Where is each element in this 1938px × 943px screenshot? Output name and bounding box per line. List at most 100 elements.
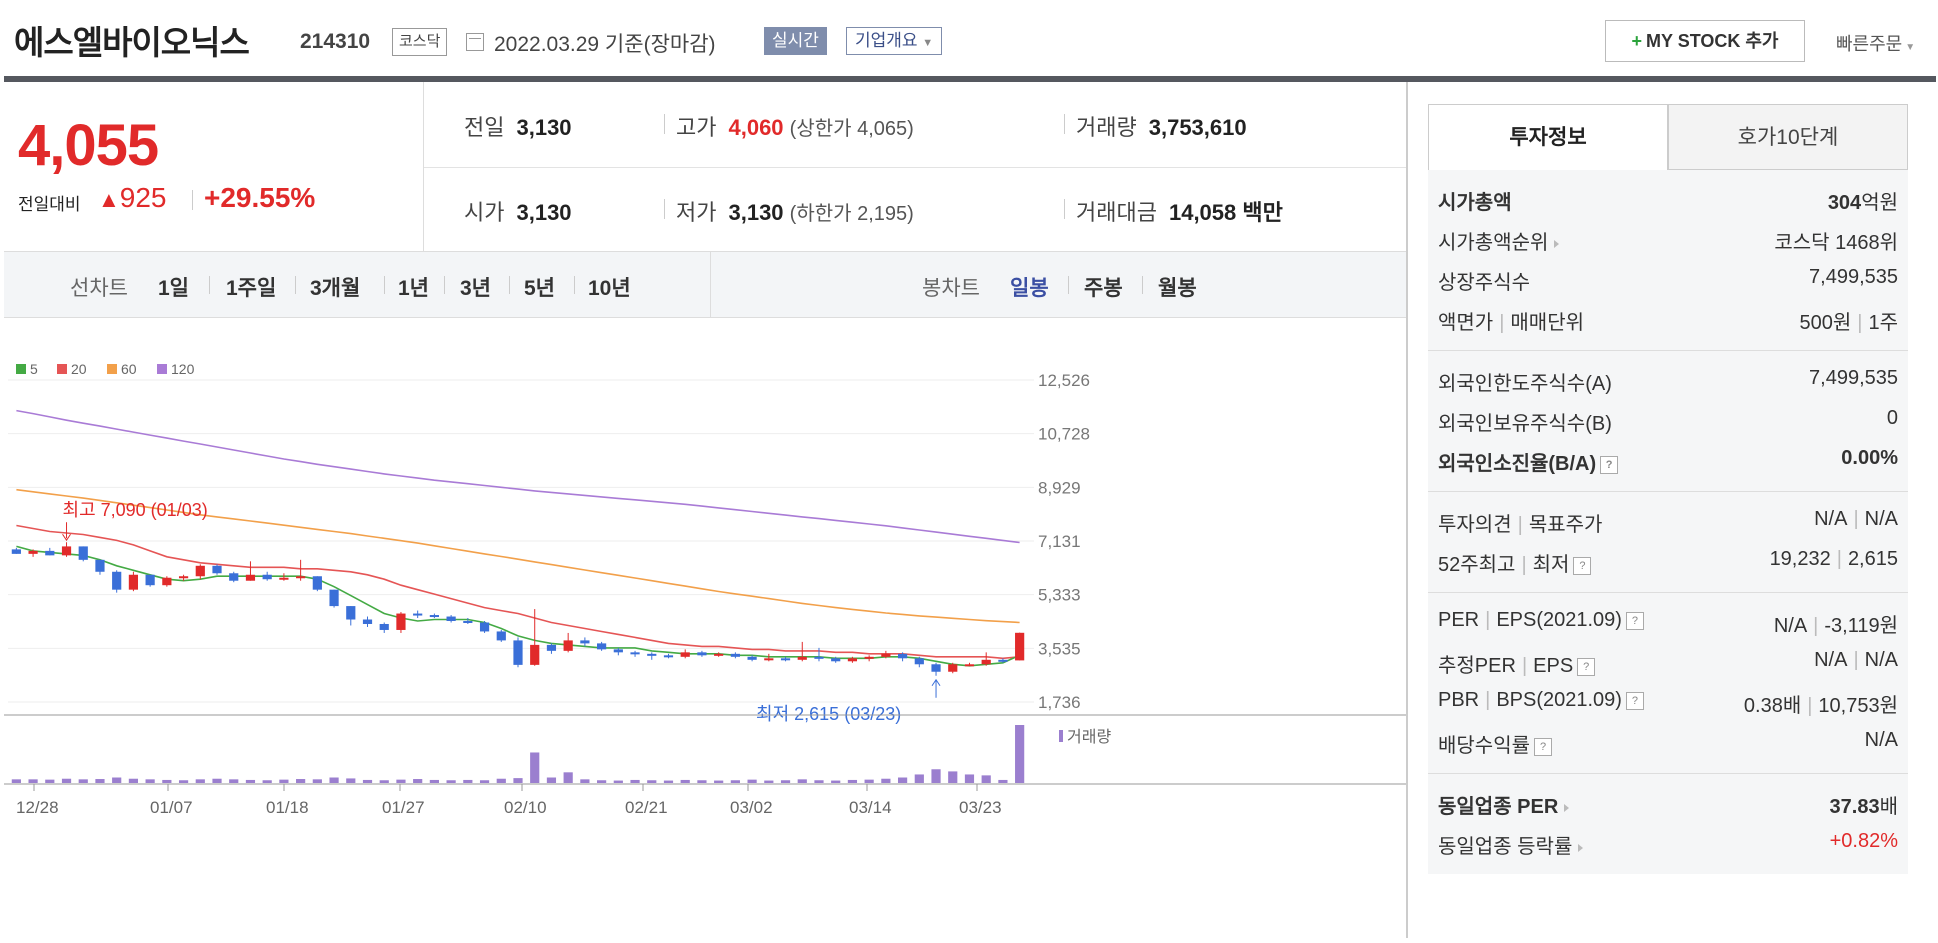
side-panel-body: 시가총액 304억원 시가총액순위 코스닥 1468위 상장주식수 7,499,535… (1428, 170, 1908, 874)
candle-body (362, 619, 373, 624)
vertical-divider (1406, 82, 1408, 938)
upper-limit: (상한가 4,065) (789, 118, 914, 140)
volume-bar (546, 777, 557, 783)
help-icon[interactable]: ? (1625, 611, 1644, 630)
foreign-ratio-label: 외국인소진율(B/A) (1438, 453, 1597, 475)
chart-controls: 선차트 1일 1주일 3개월 1년 3년 5년 10년 봉차트 일봉 주봉 월봉 (4, 252, 1408, 318)
info-row: 배당수익률? N/A (1428, 721, 1908, 761)
volume-bar (613, 780, 623, 783)
plus-icon: + (1631, 31, 1643, 51)
volume-bar (513, 778, 523, 783)
x-tick-label: 02/10 (504, 798, 547, 817)
period-10y[interactable]: 10년 (588, 277, 631, 300)
stock-chart[interactable]: 5 20 60 120 12,526 10,728 8,929 7,131 5,333 3,53… (4, 318, 1408, 938)
help-icon[interactable]: ? (1600, 455, 1619, 474)
period-3m[interactable]: 3개월 (310, 277, 361, 300)
period-1d[interactable]: 1일 (158, 277, 189, 300)
volume-bar (1015, 725, 1025, 783)
diff-value: ▲925 (98, 182, 167, 214)
candle-body (95, 559, 105, 572)
help-icon[interactable]: ? (1573, 556, 1592, 575)
ind-per-value: 37.83 (1829, 796, 1880, 818)
volume-bars: 거래량 (4, 725, 1408, 785)
stat-low: 저가 3,130 (하한가 2,195) (664, 195, 914, 227)
volume-bar (864, 779, 874, 783)
add-mystock-button[interactable]: + MY STOCK 추가 (1605, 20, 1805, 62)
info-value: N/A (1864, 729, 1898, 751)
candle-body (78, 546, 88, 560)
tab-orderbook[interactable]: 호가10단계 (1668, 104, 1908, 170)
face-value: 500원 (1799, 312, 1852, 334)
candle-body (546, 644, 557, 651)
divider (1068, 276, 1069, 294)
diff-percent: +29.55% (204, 182, 316, 213)
arrow-up-icon (931, 678, 941, 687)
info-group: 투자의견 | 목표주가 N/A | N/A 52주최고 | 최저? 19,232 | 2,615 (1428, 492, 1908, 593)
candles (11, 542, 1025, 676)
realtime-button[interactable]: 실시간 (764, 27, 827, 55)
candle-body (814, 656, 824, 659)
eps-value: -3,119원 (1824, 615, 1898, 637)
info-label[interactable]: 동일업종 등락률 (1438, 830, 1584, 859)
help-icon[interactable]: ? (1625, 691, 1644, 710)
volume-bar (245, 779, 256, 783)
candle-monthly[interactable]: 월봉 (1158, 277, 1197, 300)
w52-high-value: 19,232 (1769, 548, 1831, 570)
candle-body (964, 664, 975, 667)
div-label: 배당수익률 (1438, 735, 1530, 757)
period-1y[interactable]: 1년 (398, 277, 429, 300)
y-tick-label: 3,535 (1038, 639, 1081, 658)
divider (444, 276, 445, 294)
info-row: 외국인소진율(B/A)? 0.00% (1428, 439, 1908, 479)
candle-body (45, 550, 55, 556)
stat-value: 3,753,610 (1148, 115, 1247, 140)
divider (1064, 114, 1065, 134)
candle-daily[interactable]: 일봉 (1010, 277, 1049, 300)
help-icon[interactable]: ? (1577, 657, 1596, 676)
info-label[interactable]: 동일업종 PER (1438, 790, 1570, 819)
ma-legend: 5 20 60 120 (16, 361, 195, 377)
divider: | (1521, 655, 1528, 677)
period-1w[interactable]: 1주일 (226, 277, 277, 300)
chevron-down-icon: ▼ (1905, 42, 1916, 53)
divider (295, 276, 296, 294)
moving-averages (16, 409, 1020, 667)
tab-investment-info[interactable]: 투자정보 (1428, 104, 1668, 170)
help-icon[interactable]: ? (1534, 737, 1552, 756)
info-value: 0.38배 | 10,753원 (1744, 689, 1898, 718)
stat-value: 14,058 (1168, 200, 1237, 225)
period-3y[interactable]: 3년 (460, 277, 491, 300)
quick-order-dropdown[interactable]: 빠른주문 ▼ (1836, 30, 1915, 56)
volume-bar (78, 779, 88, 783)
volume-bar (847, 779, 858, 783)
info-value: 7,499,535 (1809, 367, 1898, 389)
candle-body (697, 652, 707, 656)
x-tick-label: 02/21 (625, 798, 668, 817)
period-5y[interactable]: 5년 (524, 277, 555, 300)
candle-body (680, 652, 690, 657)
volume-bar (195, 779, 205, 783)
est-eps-value: N/A (1864, 649, 1898, 671)
candlestick-chart: 5 20 60 120 12,526 10,728 8,929 7,131 5,333 3,53… (4, 361, 1408, 817)
y-tick-label: 12,526 (1038, 371, 1090, 390)
volume-bar (262, 780, 272, 783)
candle-body (981, 659, 991, 665)
candle-body (580, 640, 590, 644)
candle-weekly[interactable]: 주봉 (1084, 277, 1123, 300)
company-info-dropdown[interactable]: 기업개요 ▼ (846, 27, 943, 55)
low-annotation: 최저 2,615 (03/23) (756, 704, 901, 724)
stat-prev: 전일 3,130 (464, 110, 572, 142)
market-cap-unit: 억원 (1861, 192, 1898, 214)
divider: | (1485, 689, 1491, 711)
volume-bar (647, 780, 657, 783)
info-label[interactable]: 시가총액순위 (1438, 226, 1560, 255)
divider (192, 190, 193, 210)
info-row: 52주최고 | 최저? 19,232 | 2,615 (1428, 540, 1908, 580)
volume-bar (881, 778, 891, 783)
volume-bar (630, 779, 640, 783)
volume-bar (931, 769, 941, 783)
info-row: 상장주식수 7,499,535 (1428, 258, 1908, 298)
info-value: 19,232 | 2,615 (1770, 548, 1898, 571)
divider (1142, 276, 1143, 294)
target-value: N/A (1864, 508, 1898, 530)
